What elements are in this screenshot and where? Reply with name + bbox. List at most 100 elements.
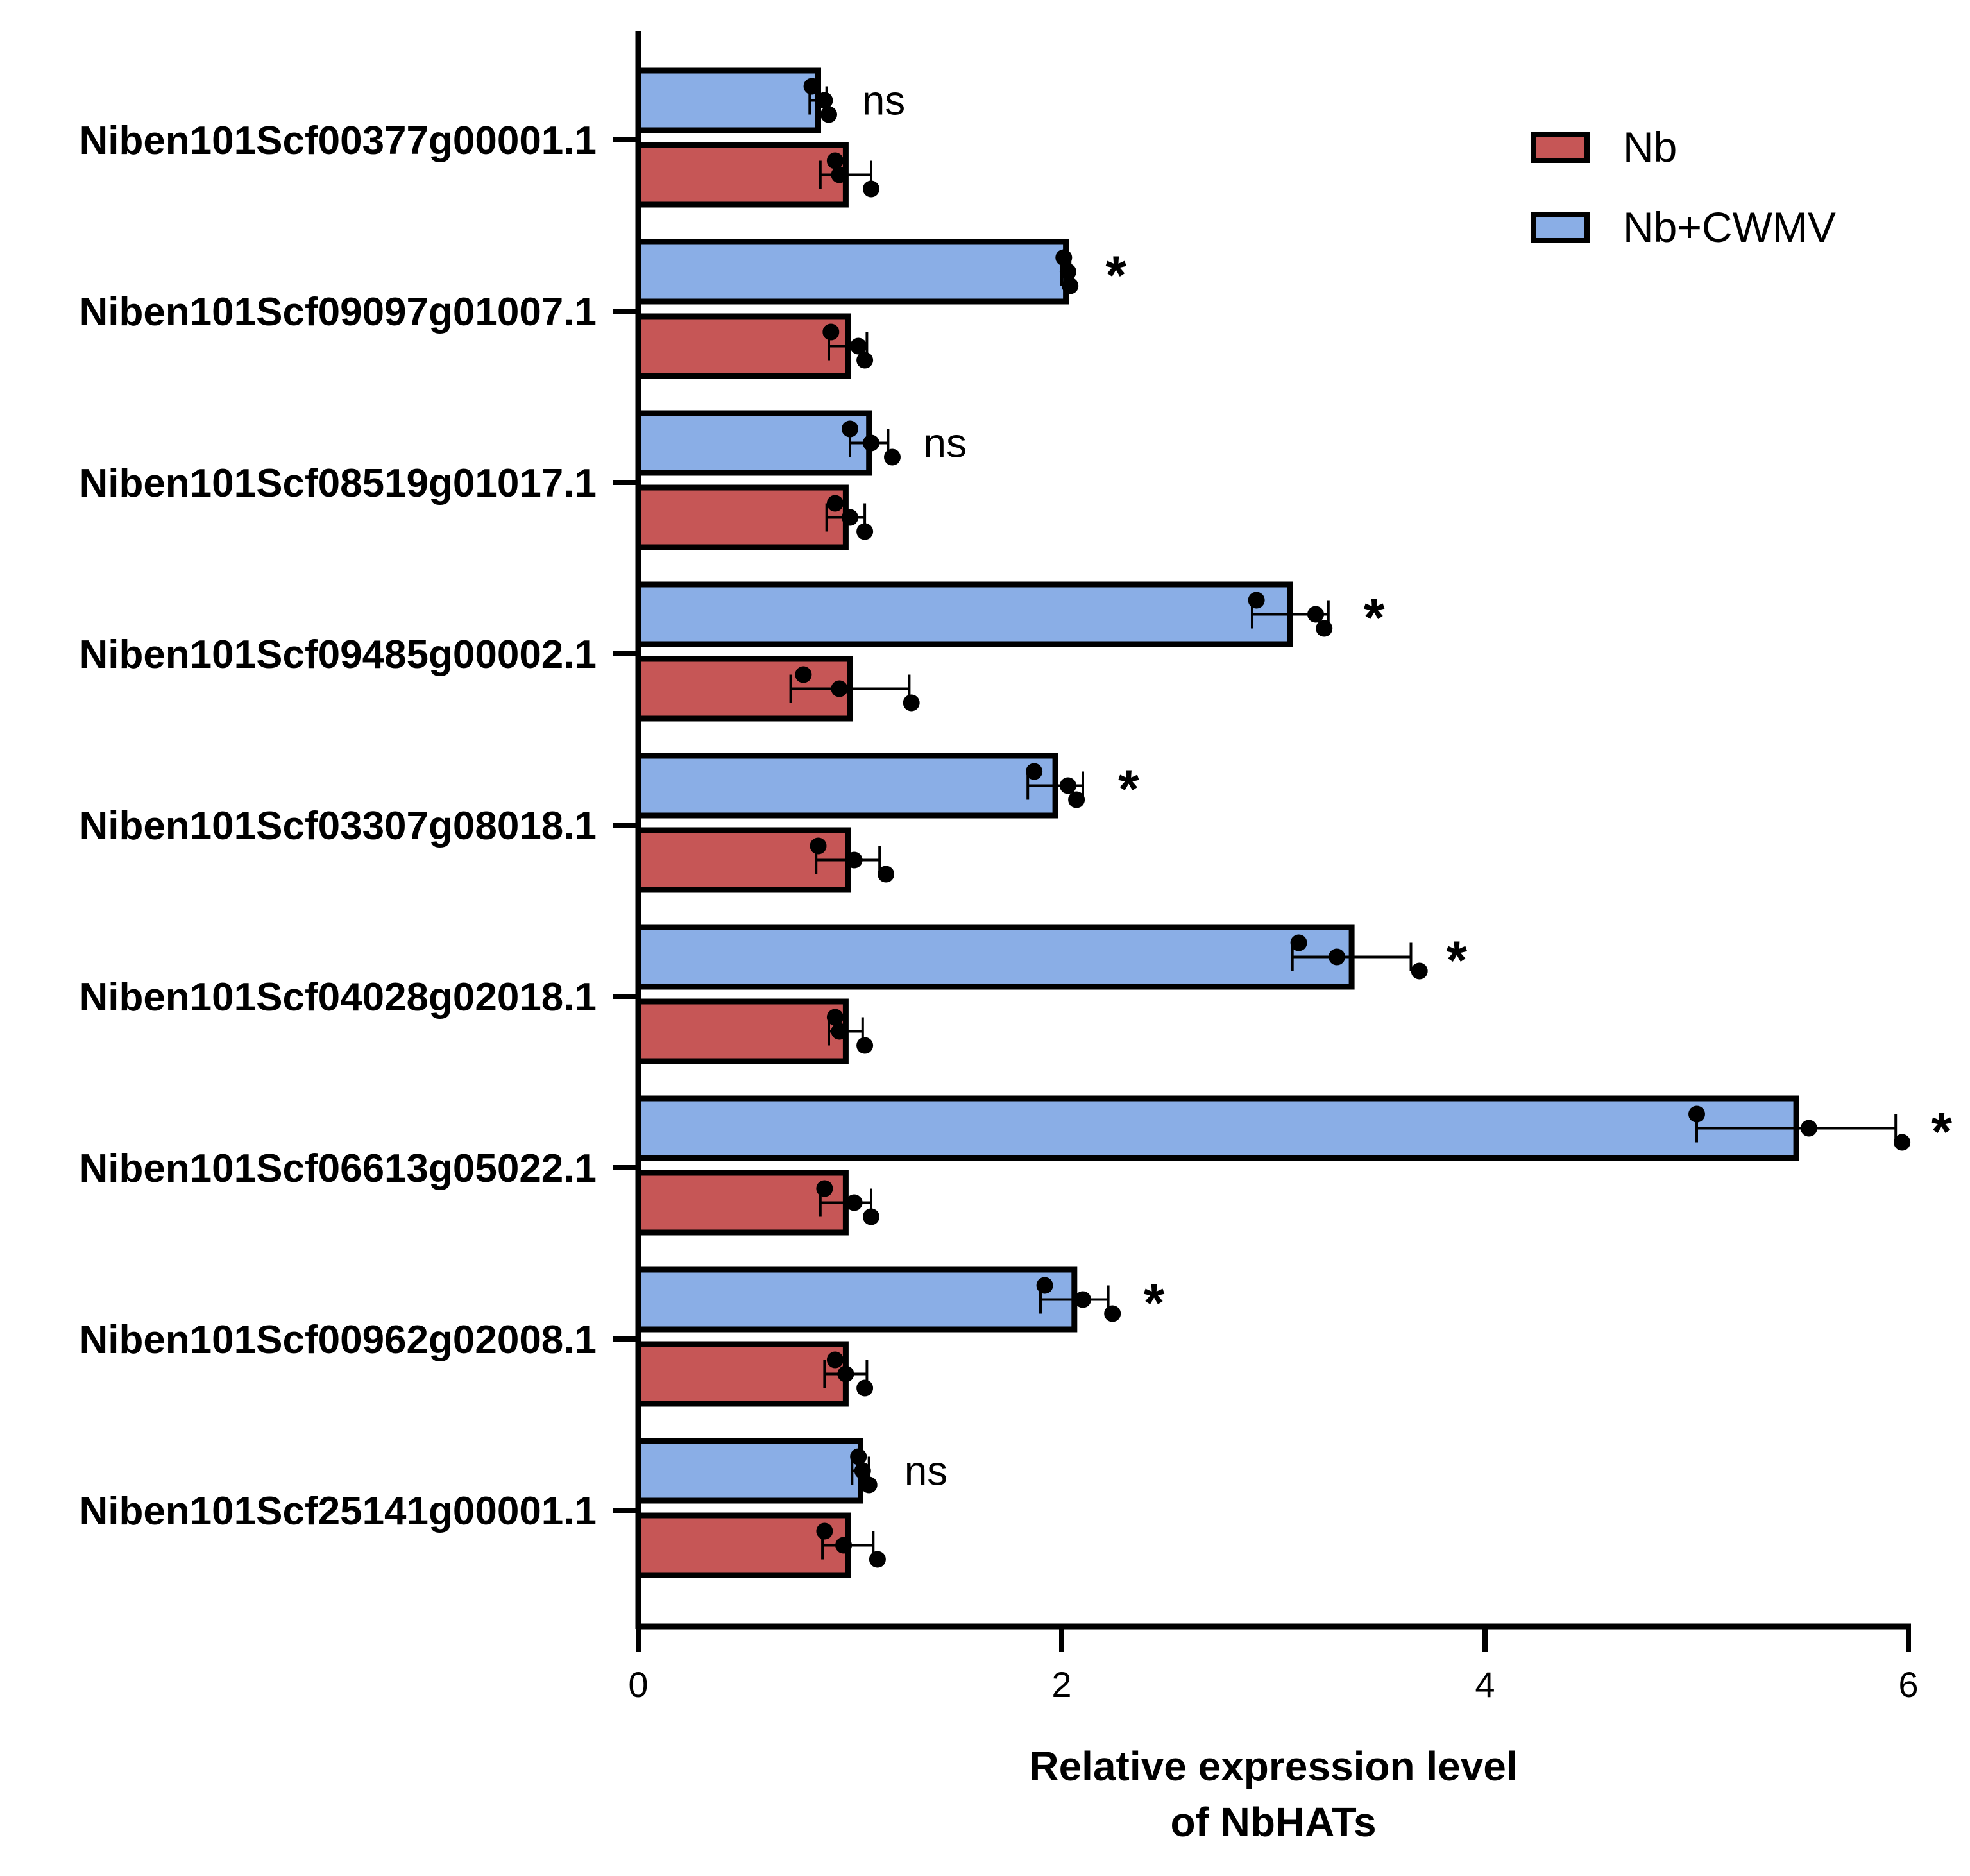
data-point-nb-cwmv [1307,606,1324,623]
data-point-nb [826,1009,844,1026]
significance-label: * [1364,588,1385,648]
data-point-nb-cwmv [1074,1291,1091,1308]
significance-label: ns [862,78,906,124]
data-point-nb-cwmv [816,92,833,109]
bar-nb-cwmv [635,1438,863,1504]
data-point-nb [845,1194,863,1211]
category-label: Niben101Scf00377g00001.1 [79,119,597,163]
bar-group: * [635,924,1468,1064]
data-point-nb-cwmv [1248,592,1265,609]
bar-group: ns [635,410,967,550]
data-point-nb-cwmv [854,1462,871,1479]
legend-swatch [1531,212,1590,243]
data-point-nb [856,352,874,369]
data-point-nb [816,1522,833,1540]
data-point-nb [816,1180,833,1197]
bar-nb-cwmv [635,1095,1799,1161]
x-axis-title-line: of NbHATs [1170,1799,1376,1845]
bar-group: * [635,1095,1952,1236]
data-point-nb [842,509,858,526]
bar-group: * [635,581,1385,722]
bar-nb [635,484,849,550]
x-axis-title-line: Relative expression level [1029,1743,1517,1789]
data-point-nb-cwmv [842,420,858,438]
data-point-nb [826,495,844,512]
data-point-nb [822,323,840,341]
category-label: Niben101Scf08519g01017.1 [79,461,597,506]
data-point-nb [856,1037,874,1054]
data-point-nb [831,166,848,183]
data-point-nb [869,1551,886,1568]
significance-label: * [1447,930,1468,991]
data-point-nb-cwmv [1036,1277,1053,1294]
data-point-nb-cwmv [863,434,879,452]
data-point-nb-cwmv [1068,791,1085,808]
data-point-nb [826,152,844,169]
category-label: Niben101Scf09097g01007.1 [79,290,597,334]
category-label: Niben101Scf00962g02008.1 [79,1318,597,1362]
x-tick-label: 4 [1475,1664,1495,1705]
bar-nb [635,1341,849,1407]
significance-label: * [1931,1102,1952,1162]
data-point-nb [856,1379,874,1397]
data-point-nb-cwmv [1329,948,1345,966]
data-point-nb [835,1537,853,1554]
data-point-nb-cwmv [1055,249,1073,266]
data-point-nb [845,851,863,869]
bar-nb-cwmv [635,1266,1078,1333]
data-point-nb-cwmv [884,448,901,466]
significance-label: ns [923,420,967,466]
bar-group: * [635,239,1126,379]
data-point-nb-cwmv [860,1476,878,1494]
data-point-nb [795,666,812,683]
category-label: Niben101Scf04028g02018.1 [79,975,597,1019]
bar-nb-cwmv [635,753,1058,819]
data-point-nb [810,837,827,855]
bar-group: ns [635,1438,948,1578]
bar-nb-cwmv [635,410,872,476]
bar-nb [635,1170,849,1236]
axes [613,31,1911,1652]
bar-group: * [635,1266,1165,1407]
category-labels: Niben101Scf00377g00001.1 Niben101Scf09097… [79,119,597,1533]
significance-label: * [1118,759,1139,819]
data-point-nb [863,180,879,198]
bar-nb-cwmv [635,67,821,133]
data-point-nb [856,523,874,540]
legend-label: Nb+CWMV [1623,203,1836,251]
significance-label: ns [904,1448,948,1494]
data-point-nb-cwmv [1059,777,1076,794]
x-tick-label: 2 [1051,1664,1071,1705]
legend-label: Nb [1623,123,1677,171]
data-point-nb-cwmv [1411,962,1428,980]
category-label: Niben101Scf03307g08018.1 [79,804,597,848]
significance-label: * [1144,1273,1165,1333]
data-point-nb-cwmv [820,106,837,123]
data-point-nb [831,1023,848,1040]
x-tick-labels: 0 2 4 6 [628,1664,1918,1705]
bar-group: ns [635,67,906,208]
significance-label: * [1105,245,1126,305]
bar-nb-cwmv [635,581,1293,647]
bar-nb [635,313,851,379]
data-point-nb-cwmv [803,78,820,95]
legend: Nb Nb+CWMV [1531,123,1836,251]
data-point-nb [903,694,920,712]
data-point-nb-cwmv [1290,934,1307,951]
category-label: Niben101Scf06613g05022.1 [79,1147,597,1191]
bar-nb [635,142,849,208]
data-point-nb-cwmv [1800,1120,1817,1137]
bar-group: * [635,753,1139,893]
x-axis-title: Relative expression level of NbHATs [1029,1743,1517,1845]
data-point-nb [831,680,848,697]
category-label: Niben101Scf09485g00002.1 [79,633,597,677]
bar-nb [635,1512,851,1578]
data-point-nb [837,1365,854,1383]
data-point-nb-cwmv [1316,620,1333,637]
data-point-nb [850,337,867,355]
data-point-nb-cwmv [1894,1134,1911,1151]
bar-nb [635,998,849,1064]
bar-nb-cwmv [635,924,1355,990]
